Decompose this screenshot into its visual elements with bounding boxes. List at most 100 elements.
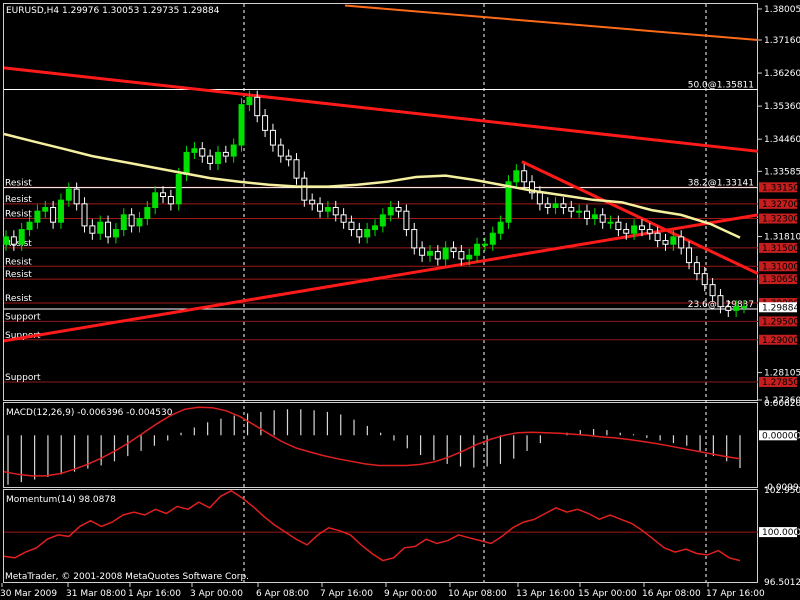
price-tick-label: 1.37160 <box>764 36 800 46</box>
candle-body <box>136 218 143 227</box>
candle-body <box>112 229 119 238</box>
time-tick-label: 10 Apr 08:00 <box>448 589 507 599</box>
momentum-tick-label: 96.5012 <box>764 578 800 588</box>
channel-line[interactable] <box>344 4 759 41</box>
candle-body <box>576 210 583 213</box>
candle-body <box>340 214 347 223</box>
momentum-panel-frame <box>3 489 758 583</box>
candle-body <box>709 284 716 297</box>
candle-body <box>160 192 167 197</box>
candle-body <box>152 192 159 209</box>
candle-body <box>81 203 88 227</box>
macd-label: MACD(12,26,9) -0.006396 -0.004530 <box>6 408 173 418</box>
support-level-label: Support <box>5 373 41 383</box>
candle-body <box>481 243 488 246</box>
candle-body <box>466 254 473 260</box>
current-price-tag <box>759 302 797 313</box>
candle-body <box>607 221 614 224</box>
candle-body <box>442 247 449 260</box>
level-price-tag <box>759 213 797 224</box>
upper-trendline[interactable] <box>3 66 759 153</box>
candle-body <box>372 225 378 231</box>
momentum-line <box>3 489 741 562</box>
level-price-tag <box>759 242 797 253</box>
candle-body <box>348 221 355 231</box>
candle-body <box>544 203 551 209</box>
candle-body <box>568 207 575 212</box>
candle-body <box>693 262 700 275</box>
level-price-tag <box>759 334 797 345</box>
candle-body <box>293 159 300 179</box>
candle-body <box>364 229 371 238</box>
candle-body <box>725 306 732 311</box>
level-price-tag <box>759 182 797 193</box>
candle-body <box>120 214 127 231</box>
candle-body <box>638 225 645 231</box>
candle-body <box>458 251 465 260</box>
candle-body <box>387 207 394 216</box>
candle-body <box>222 151 229 157</box>
time-tick-label: 6 Apr 08:00 <box>256 589 309 599</box>
candle-body <box>167 195 174 205</box>
candle-body <box>662 240 669 245</box>
candle-body <box>615 221 622 231</box>
current-price-label: 1.29884 <box>762 303 799 313</box>
candle-body <box>26 221 33 231</box>
level-price-tag <box>759 261 797 272</box>
candle-body <box>144 207 151 220</box>
candle-body <box>741 306 747 309</box>
time-tick-label: 17 Apr 16:00 <box>706 589 765 599</box>
momentum-100-tag-label: 100.0000 <box>762 528 800 538</box>
macd-signal-line <box>3 406 741 477</box>
candle-body <box>191 148 198 153</box>
candle-body <box>34 210 41 223</box>
candle-body <box>552 203 559 209</box>
level-price-label: 1.33150 <box>762 183 799 193</box>
candle-body <box>199 148 206 157</box>
time-tick-label: 9 Apr 00:00 <box>384 589 437 599</box>
candle-body <box>717 295 724 308</box>
candle-body <box>285 155 292 161</box>
candle-body <box>426 251 433 256</box>
momentum-label: Momentum(14) 98.0878 <box>6 495 116 505</box>
candle-body <box>536 192 543 205</box>
candle-body <box>50 207 57 223</box>
lower-trendline[interactable] <box>3 213 759 343</box>
price-panel-frame <box>3 3 758 401</box>
price-tick-label: 1.38005 <box>764 5 800 15</box>
candle-body <box>654 232 661 242</box>
level-price-label: 1.32700 <box>762 200 799 210</box>
level-price-label: 1.27850 <box>762 378 799 388</box>
candle-body <box>105 221 112 238</box>
moving-average-line <box>3 132 741 239</box>
falling-trendline[interactable] <box>521 160 759 275</box>
candle-body <box>262 115 269 131</box>
candle-body <box>670 236 677 245</box>
level-price-label: 1.31500 <box>762 244 799 254</box>
candle-body <box>128 214 135 227</box>
candle-body <box>324 207 331 212</box>
candle-body <box>356 229 363 238</box>
resist-level-label: Resist <box>5 210 32 220</box>
time-tick-label: 1 Apr 16:00 <box>128 589 181 599</box>
candle-body <box>97 221 104 234</box>
level-price-tag <box>759 377 797 387</box>
resist-level-label: Resist <box>5 178 32 188</box>
candle-body <box>214 151 221 164</box>
momentum-100-tag <box>759 527 797 538</box>
candle-body <box>631 225 638 234</box>
time-tick-label: 31 Mar 08:00 <box>66 589 126 599</box>
candle-body <box>513 170 520 183</box>
level-price-label: 1.29000 <box>762 336 799 346</box>
candle-body <box>246 96 253 106</box>
candle-body <box>591 214 598 220</box>
candle-body <box>317 203 324 212</box>
candle-body <box>678 236 685 249</box>
resist-level-label: Resist <box>5 257 32 267</box>
candle-body <box>701 273 708 286</box>
candle-body <box>505 181 512 223</box>
fibo-level-label: 38.2@1.33141 <box>688 179 754 189</box>
candle-body <box>623 229 630 234</box>
